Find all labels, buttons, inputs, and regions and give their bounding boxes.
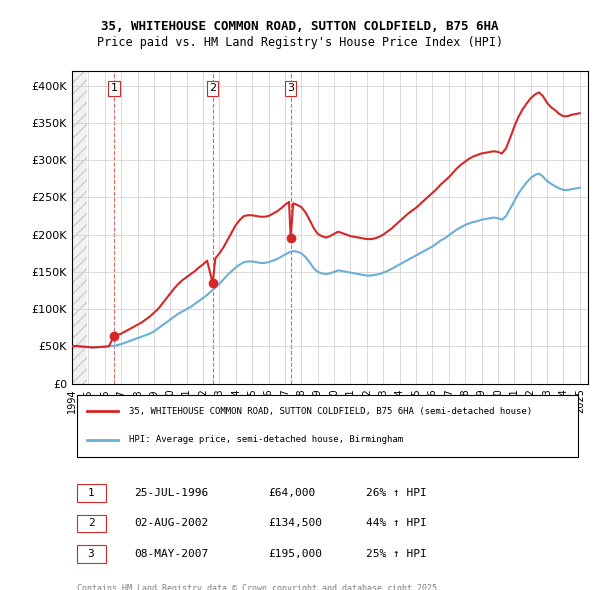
FancyBboxPatch shape bbox=[77, 484, 106, 502]
Text: 1: 1 bbox=[88, 488, 94, 498]
Text: Contains HM Land Registry data © Crown copyright and database right 2025.
This d: Contains HM Land Registry data © Crown c… bbox=[77, 584, 442, 590]
Text: £134,500: £134,500 bbox=[268, 519, 322, 529]
Text: 44% ↑ HPI: 44% ↑ HPI bbox=[366, 519, 427, 529]
Bar bbox=[72, 71, 87, 384]
Text: 3: 3 bbox=[287, 83, 294, 93]
FancyBboxPatch shape bbox=[77, 545, 106, 563]
Text: 25% ↑ HPI: 25% ↑ HPI bbox=[366, 549, 427, 559]
FancyBboxPatch shape bbox=[77, 395, 578, 457]
Text: 2: 2 bbox=[88, 519, 94, 529]
Text: HPI: Average price, semi-detached house, Birmingham: HPI: Average price, semi-detached house,… bbox=[129, 435, 403, 444]
Text: 1: 1 bbox=[110, 83, 118, 93]
Text: 08-MAY-2007: 08-MAY-2007 bbox=[134, 549, 208, 559]
Text: 35, WHITEHOUSE COMMON ROAD, SUTTON COLDFIELD, B75 6HA (semi-detached house): 35, WHITEHOUSE COMMON ROAD, SUTTON COLDF… bbox=[129, 407, 532, 415]
Text: 3: 3 bbox=[88, 549, 94, 559]
Text: £64,000: £64,000 bbox=[268, 488, 316, 498]
FancyBboxPatch shape bbox=[77, 514, 106, 532]
Text: 26% ↑ HPI: 26% ↑ HPI bbox=[366, 488, 427, 498]
Text: 2: 2 bbox=[209, 83, 216, 93]
Text: Price paid vs. HM Land Registry's House Price Index (HPI): Price paid vs. HM Land Registry's House … bbox=[97, 36, 503, 49]
Text: 25-JUL-1996: 25-JUL-1996 bbox=[134, 488, 208, 498]
Text: 02-AUG-2002: 02-AUG-2002 bbox=[134, 519, 208, 529]
Text: 35, WHITEHOUSE COMMON ROAD, SUTTON COLDFIELD, B75 6HA: 35, WHITEHOUSE COMMON ROAD, SUTTON COLDF… bbox=[101, 20, 499, 33]
Text: £195,000: £195,000 bbox=[268, 549, 322, 559]
